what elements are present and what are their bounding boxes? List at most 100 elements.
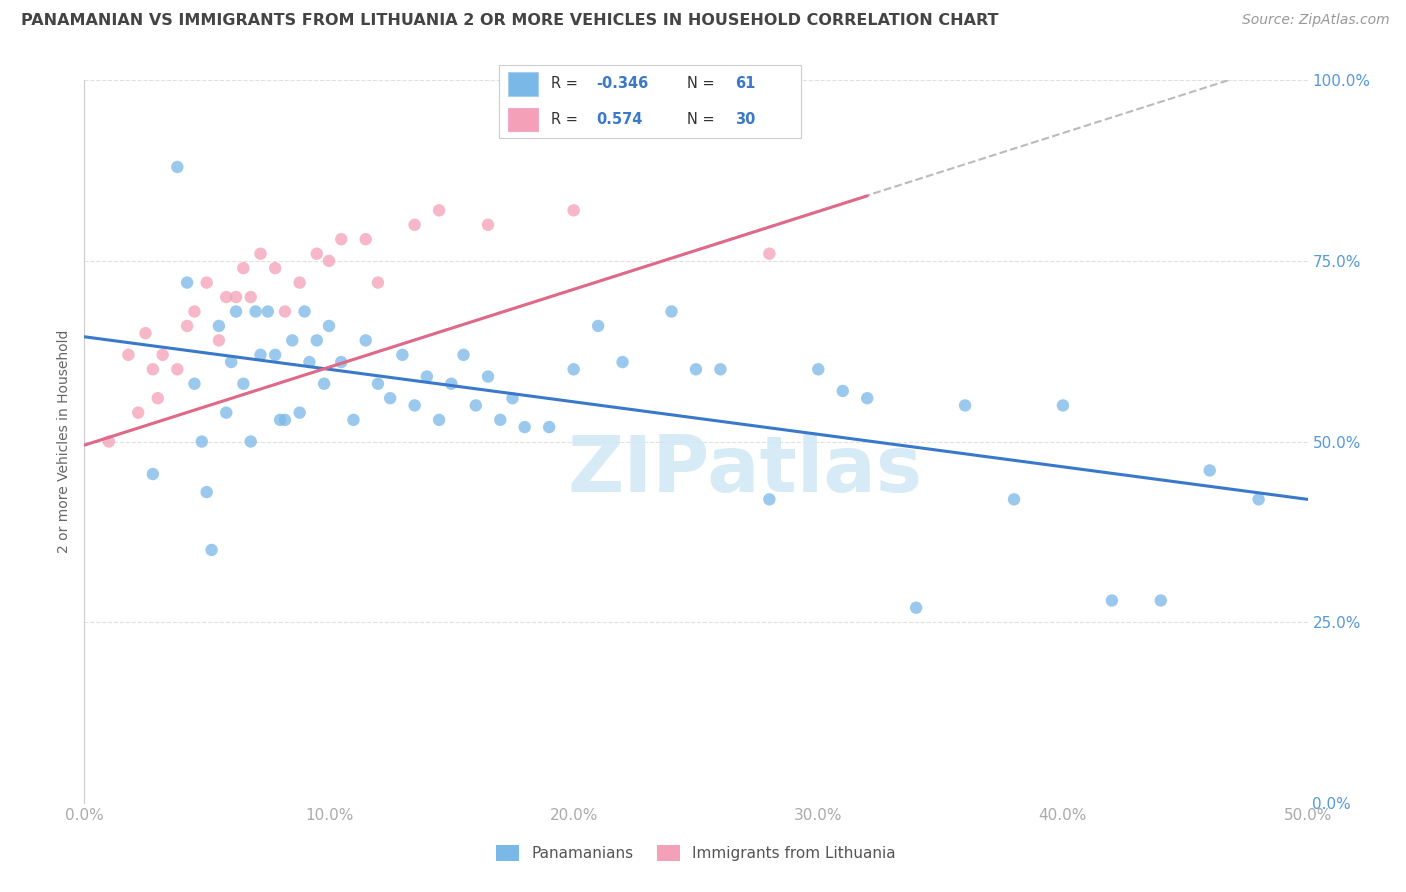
Point: [195, 485, 218, 500]
Point: [208, 318, 231, 333]
Point: [404, 398, 426, 412]
Point: [215, 406, 238, 420]
FancyBboxPatch shape: [508, 72, 538, 95]
Point: [249, 348, 271, 362]
Point: [502, 391, 524, 405]
Point: [807, 362, 830, 376]
Point: [1002, 492, 1025, 507]
Point: [305, 334, 328, 348]
Point: [281, 334, 304, 348]
Point: [586, 318, 609, 333]
Text: ZIPatlas: ZIPatlas: [568, 433, 922, 508]
Point: [758, 492, 780, 507]
Point: [453, 348, 475, 362]
Point: [1247, 492, 1270, 507]
Point: [288, 276, 311, 290]
Point: [440, 376, 463, 391]
Point: [146, 391, 169, 405]
Text: R =: R =: [551, 112, 582, 127]
Point: [269, 413, 291, 427]
Point: [905, 600, 928, 615]
Point: [215, 290, 238, 304]
FancyBboxPatch shape: [508, 108, 538, 131]
Point: [232, 261, 254, 276]
Point: [367, 376, 389, 391]
Point: [427, 413, 450, 427]
Point: [330, 355, 353, 369]
Point: [612, 355, 634, 369]
Text: 30: 30: [735, 112, 755, 127]
Point: [127, 406, 149, 420]
Point: [831, 384, 853, 398]
Point: [142, 467, 165, 481]
Point: [330, 232, 353, 246]
Point: [318, 253, 340, 268]
Point: [1150, 593, 1173, 607]
Point: [354, 334, 377, 348]
Point: [183, 376, 205, 391]
Point: [249, 246, 271, 260]
Point: [176, 318, 198, 333]
Point: [183, 304, 205, 318]
Point: [191, 434, 214, 449]
Point: [239, 434, 262, 449]
Point: [416, 369, 439, 384]
Point: [380, 391, 402, 405]
Point: [427, 203, 450, 218]
Point: [274, 304, 297, 318]
Point: [538, 420, 561, 434]
Point: [1052, 398, 1074, 412]
Legend: Panamanians, Immigrants from Lithuania: Panamanians, Immigrants from Lithuania: [491, 839, 901, 867]
Point: [166, 160, 188, 174]
Point: [464, 398, 486, 412]
Point: [239, 290, 262, 304]
Point: [142, 362, 165, 376]
Point: [97, 434, 120, 449]
Point: [225, 290, 247, 304]
Text: 61: 61: [735, 77, 755, 91]
Text: N =: N =: [686, 77, 718, 91]
Point: [264, 348, 287, 362]
Point: [208, 334, 231, 348]
Point: [219, 355, 242, 369]
Point: [562, 203, 585, 218]
Point: [152, 348, 174, 362]
Point: [298, 355, 321, 369]
Point: [294, 304, 316, 318]
Point: [135, 326, 157, 340]
Point: [404, 218, 426, 232]
Point: [489, 413, 512, 427]
Point: [195, 276, 218, 290]
Point: [513, 420, 536, 434]
Point: [264, 261, 287, 276]
FancyBboxPatch shape: [499, 65, 801, 138]
Point: [200, 542, 222, 557]
Point: [391, 348, 413, 362]
Point: [257, 304, 280, 318]
Point: [709, 362, 731, 376]
Point: [117, 348, 139, 362]
Point: [953, 398, 976, 412]
Point: [1198, 463, 1220, 477]
Point: [856, 391, 879, 405]
Point: [274, 413, 297, 427]
Point: [477, 369, 499, 384]
Point: [1101, 593, 1123, 607]
Point: [758, 246, 780, 260]
Text: Source: ZipAtlas.com: Source: ZipAtlas.com: [1241, 13, 1389, 28]
Point: [661, 304, 683, 318]
Text: 0.574: 0.574: [596, 112, 643, 127]
Text: PANAMANIAN VS IMMIGRANTS FROM LITHUANIA 2 OR MORE VEHICLES IN HOUSEHOLD CORRELAT: PANAMANIAN VS IMMIGRANTS FROM LITHUANIA …: [21, 13, 998, 29]
Text: R =: R =: [551, 77, 582, 91]
Point: [314, 376, 336, 391]
Point: [354, 232, 377, 246]
Point: [305, 246, 328, 260]
Point: [477, 218, 499, 232]
Point: [342, 413, 364, 427]
Point: [245, 304, 267, 318]
Y-axis label: 2 or more Vehicles in Household: 2 or more Vehicles in Household: [58, 330, 72, 553]
Point: [225, 304, 247, 318]
Point: [232, 376, 254, 391]
Point: [166, 362, 188, 376]
Point: [318, 318, 340, 333]
